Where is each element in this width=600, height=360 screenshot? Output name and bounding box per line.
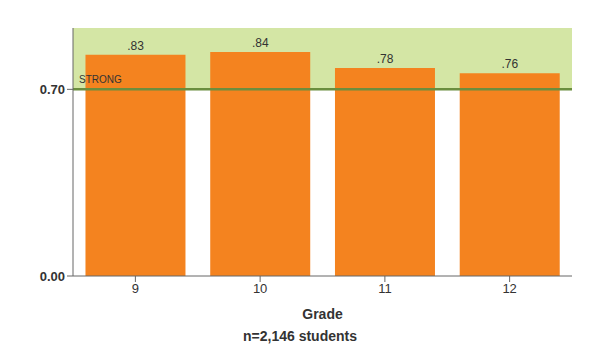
- svg-text:Grade: Grade: [302, 306, 343, 322]
- svg-text:STRONG: STRONG: [79, 74, 122, 85]
- html-text:n=2,146 students: n=2,146 students: [243, 328, 357, 344]
- svg-text:.76: .76: [501, 57, 518, 71]
- svg-text:.78: .78: [377, 52, 394, 66]
- svg-text:0.70: 0.70: [40, 82, 65, 97]
- svg-text:.83: .83: [127, 39, 144, 53]
- svg-text:9: 9: [132, 281, 139, 296]
- svg-text:.84: .84: [252, 36, 269, 50]
- svg-text:0.00: 0.00: [40, 269, 65, 284]
- svg-text:10: 10: [253, 281, 267, 296]
- svg-text:12: 12: [502, 281, 516, 296]
- svg-text:11: 11: [378, 281, 392, 296]
